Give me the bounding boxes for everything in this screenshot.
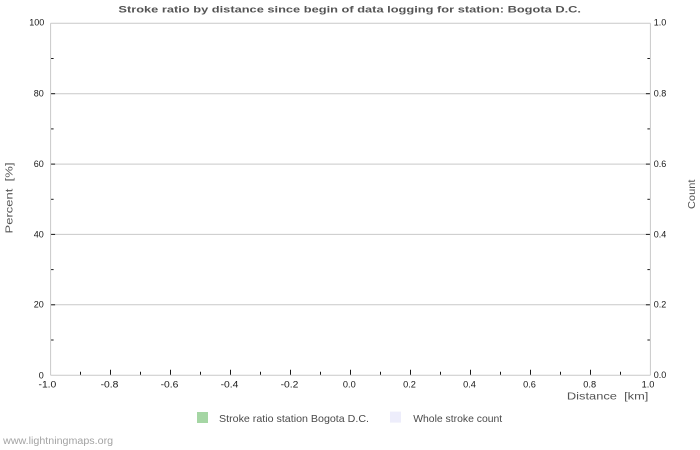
svg-text:Count: Count bbox=[686, 179, 698, 209]
svg-text:-0.6: -0.6 bbox=[161, 379, 179, 389]
svg-text:0: 0 bbox=[39, 371, 44, 381]
svg-text:Stroke ratio by distance since: Stroke ratio by distance since begin of … bbox=[118, 5, 581, 16]
svg-text:0.8: 0.8 bbox=[654, 89, 667, 99]
svg-text:0.0: 0.0 bbox=[654, 370, 667, 380]
svg-text:-0.2: -0.2 bbox=[281, 379, 299, 389]
svg-text:1.0: 1.0 bbox=[654, 18, 667, 28]
svg-text:Distance [km]: Distance [km] bbox=[567, 391, 649, 403]
svg-text:0.4: 0.4 bbox=[463, 379, 476, 389]
svg-text:Percent [%]: Percent [%] bbox=[4, 162, 16, 233]
svg-text:www.lightningmaps.org: www.lightningmaps.org bbox=[2, 436, 113, 447]
svg-text:Stroke ratio station Bogota D.: Stroke ratio station Bogota D.C. bbox=[219, 413, 369, 425]
svg-text:100: 100 bbox=[29, 18, 44, 28]
svg-text:-1.0: -1.0 bbox=[39, 379, 57, 389]
svg-text:0.2: 0.2 bbox=[654, 300, 667, 310]
svg-text:Whole stroke count: Whole stroke count bbox=[413, 413, 502, 425]
svg-text:60: 60 bbox=[34, 159, 44, 169]
svg-text:20: 20 bbox=[34, 300, 44, 310]
svg-text:0.4: 0.4 bbox=[654, 229, 667, 239]
svg-text:80: 80 bbox=[34, 89, 44, 99]
svg-text:1.0: 1.0 bbox=[642, 379, 655, 389]
svg-text:0.8: 0.8 bbox=[583, 379, 596, 389]
svg-text:0.6: 0.6 bbox=[654, 159, 667, 169]
svg-text:0.0: 0.0 bbox=[343, 379, 356, 389]
svg-text:-0.4: -0.4 bbox=[221, 379, 239, 389]
svg-text:0.6: 0.6 bbox=[523, 379, 536, 389]
svg-text:40: 40 bbox=[34, 229, 44, 239]
svg-text:0.2: 0.2 bbox=[403, 379, 416, 389]
svg-text:-0.8: -0.8 bbox=[101, 379, 119, 389]
